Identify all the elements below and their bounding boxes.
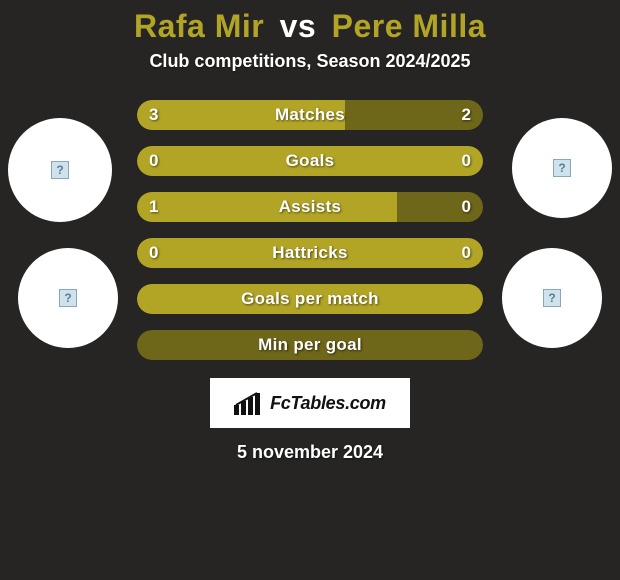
stat-label: Assists <box>137 192 483 222</box>
stat-row: Goals0 0 <box>137 146 483 176</box>
placeholder-image-icon <box>51 161 69 179</box>
stat-label: Goals per match <box>137 284 483 314</box>
stat-bars: Matches32Goals00Assists10Hattricks00Goal… <box>137 100 483 360</box>
comparison-card: Rafa Mir vs Pere Milla Club competitions… <box>0 0 620 580</box>
stat-value-right: 0 <box>462 146 471 176</box>
brand-text: FcTables.com <box>270 393 386 414</box>
placeholder-image-icon <box>59 289 77 307</box>
player1-club-circle <box>18 248 118 348</box>
stat-row: Hattricks0 0 <box>137 238 483 268</box>
brand-badge: FcTables.com <box>210 378 410 428</box>
brand-chart-icon <box>234 391 264 415</box>
title-vs: vs <box>280 8 317 44</box>
stat-value-left: 1 <box>149 192 158 222</box>
page-title: Rafa Mir vs Pere Milla <box>0 8 620 45</box>
stats-arena: Matches32Goals00Assists10Hattricks00Goal… <box>0 100 620 360</box>
subtitle: Club competitions, Season 2024/2025 <box>0 51 620 72</box>
stat-row: Goals per match <box>137 284 483 314</box>
stat-row: Assists1 0 <box>137 192 483 222</box>
stat-value-left: 0 <box>149 146 158 176</box>
stat-label: Min per goal <box>137 330 483 360</box>
placeholder-image-icon <box>553 159 571 177</box>
stat-label: Matches <box>137 100 483 130</box>
placeholder-image-icon <box>543 289 561 307</box>
stat-value-right: 0 <box>462 192 471 222</box>
stat-row: Min per goal <box>137 330 483 360</box>
stat-value-right: 0 <box>462 238 471 268</box>
stat-label: Goals <box>137 146 483 176</box>
stat-value-left: 0 <box>149 238 158 268</box>
stat-value-right: 2 <box>462 100 471 130</box>
stat-row: Matches3 2 <box>137 100 483 130</box>
footer-date: 5 november 2024 <box>0 442 620 463</box>
title-player1: Rafa Mir <box>134 8 264 44</box>
stat-value-left: 3 <box>149 100 158 130</box>
player1-photo-circle <box>8 118 112 222</box>
title-player2: Pere Milla <box>332 8 486 44</box>
player2-club-circle <box>502 248 602 348</box>
stat-label: Hattricks <box>137 238 483 268</box>
player2-photo-circle <box>512 118 612 218</box>
